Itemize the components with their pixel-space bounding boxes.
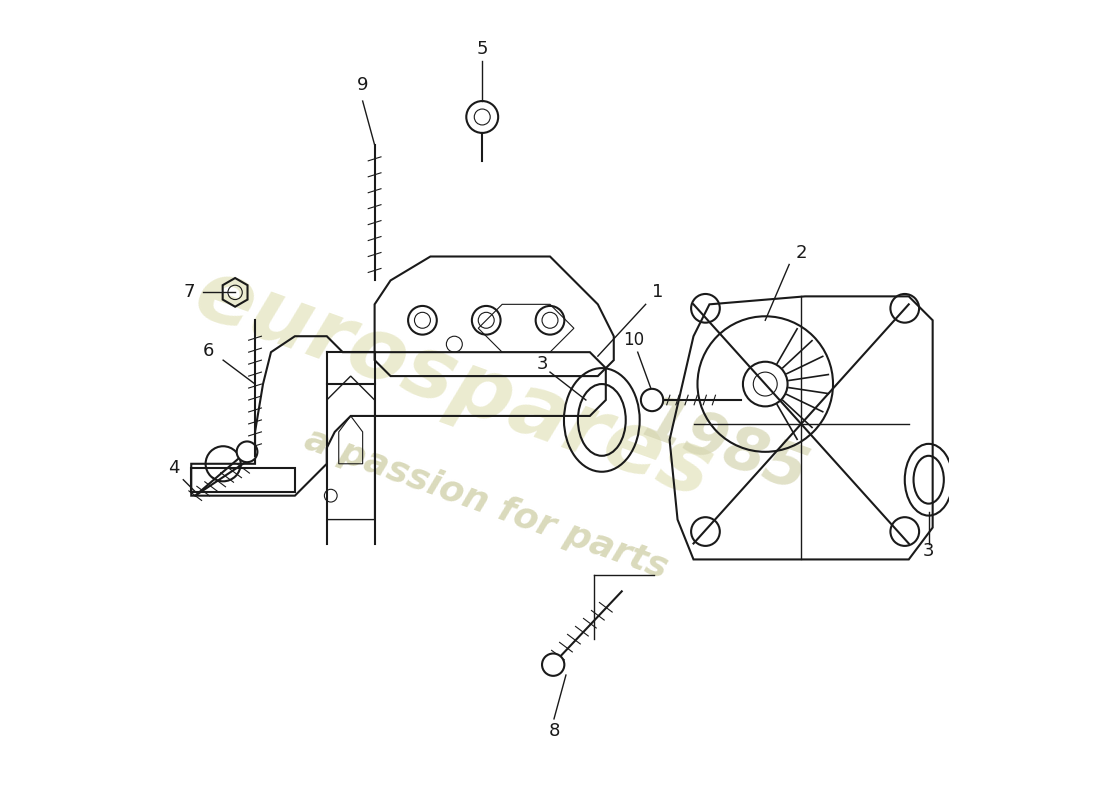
Text: 10: 10 [623,331,645,350]
Text: 1: 1 [652,283,663,302]
Text: 1985: 1985 [636,391,815,505]
Text: 3: 3 [923,542,934,561]
Text: 4: 4 [168,458,179,477]
Circle shape [542,654,564,676]
Text: 7: 7 [184,283,196,302]
Text: 9: 9 [356,76,369,94]
Text: a passion for parts: a passion for parts [300,422,672,586]
Text: eurospares: eurospares [185,252,725,516]
Text: 2: 2 [795,243,807,262]
Circle shape [641,389,663,411]
Text: 6: 6 [204,342,214,359]
Text: 5: 5 [476,40,488,58]
Circle shape [236,442,257,462]
Text: 3: 3 [537,355,548,373]
Text: 8: 8 [548,722,560,740]
